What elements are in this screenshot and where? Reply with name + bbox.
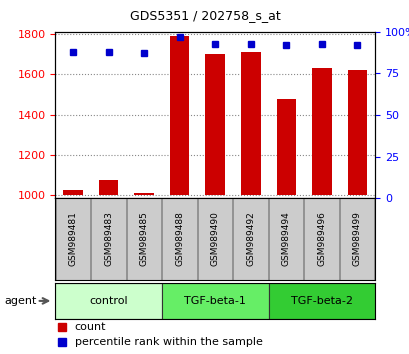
Text: GSM989494: GSM989494 — [281, 212, 290, 266]
Bar — [91, 198, 126, 280]
Bar — [134, 193, 153, 195]
Bar — [304, 198, 338, 280]
Text: GSM989483: GSM989483 — [104, 211, 113, 267]
Bar — [126, 198, 161, 280]
Bar — [63, 190, 83, 195]
Bar — [240, 52, 260, 195]
Bar — [339, 198, 373, 280]
Bar — [233, 198, 267, 280]
Text: GSM989496: GSM989496 — [317, 211, 326, 267]
Text: agent: agent — [4, 296, 36, 306]
Text: GSM989485: GSM989485 — [139, 211, 148, 267]
Text: TGF-beta-1: TGF-beta-1 — [184, 296, 245, 306]
Text: count: count — [74, 321, 106, 332]
Bar — [198, 198, 232, 280]
Bar — [170, 36, 189, 195]
Bar — [99, 180, 118, 195]
Bar — [347, 70, 366, 195]
Text: GSM989490: GSM989490 — [210, 211, 219, 267]
Text: control: control — [89, 296, 128, 306]
Bar — [56, 198, 90, 280]
Bar — [205, 54, 225, 195]
Bar — [268, 198, 303, 280]
Bar — [162, 283, 268, 319]
Text: TGF-beta-2: TGF-beta-2 — [290, 296, 352, 306]
Text: GSM989499: GSM989499 — [352, 211, 361, 267]
Bar — [276, 99, 295, 195]
Text: GSM989481: GSM989481 — [68, 211, 77, 267]
Text: GDS5351 / 202758_s_at: GDS5351 / 202758_s_at — [129, 9, 280, 22]
Bar — [162, 198, 196, 280]
Text: percentile rank within the sample: percentile rank within the sample — [74, 337, 262, 348]
Bar — [55, 283, 162, 319]
Bar — [311, 68, 331, 195]
Text: GSM989488: GSM989488 — [175, 211, 184, 267]
Bar — [268, 283, 374, 319]
Text: GSM989492: GSM989492 — [246, 212, 255, 266]
